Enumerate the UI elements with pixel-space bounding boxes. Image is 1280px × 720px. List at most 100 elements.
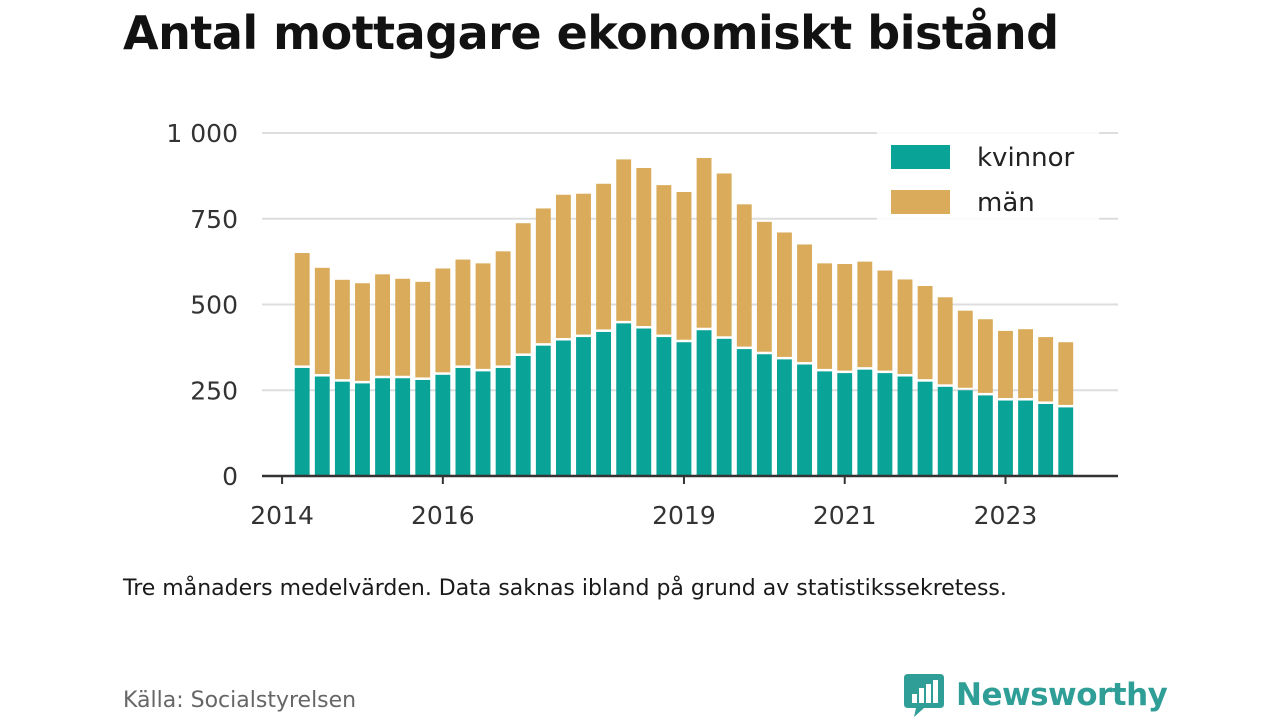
bar-man xyxy=(877,270,893,371)
newsworthy-logo: Newsworthy xyxy=(902,672,1168,718)
bar-kvinnor xyxy=(1058,407,1074,476)
bar-kvinnor xyxy=(777,359,792,476)
bar-man xyxy=(1058,342,1074,405)
y-tick-label: 1 000 xyxy=(166,119,238,148)
bar-man xyxy=(1038,337,1054,402)
bar-man xyxy=(937,297,953,385)
bar-man xyxy=(736,204,752,347)
legend-label: kvinnor xyxy=(977,143,1075,173)
bar-man xyxy=(314,267,330,375)
newsworthy-logo-icon xyxy=(904,674,944,717)
bar-kvinnor xyxy=(676,342,692,476)
y-tick-label: 500 xyxy=(190,291,238,320)
legend-swatch xyxy=(891,145,950,169)
x-tick-label: 2016 xyxy=(411,501,475,530)
bar-kvinnor xyxy=(415,379,431,476)
bar-man xyxy=(475,263,491,369)
bar-man xyxy=(495,251,511,366)
y-tick-label: 750 xyxy=(190,205,238,234)
bar-kvinnor xyxy=(435,374,451,476)
bar-man xyxy=(857,261,873,368)
bar-man xyxy=(676,191,692,340)
bar-kvinnor xyxy=(756,354,772,476)
bar-kvinnor xyxy=(314,376,330,476)
bar-man xyxy=(777,232,792,357)
bar-kvinnor xyxy=(616,323,632,476)
bar-kvinnor xyxy=(857,369,873,476)
x-tick-label: 2014 xyxy=(250,501,314,530)
bar-man xyxy=(616,159,632,321)
bar-kvinnor xyxy=(877,373,893,476)
legend-label: män xyxy=(977,188,1035,218)
bar-kvinnor xyxy=(535,345,551,476)
bar-kvinnor xyxy=(294,367,310,476)
bar-man xyxy=(355,283,370,381)
bar-kvinnor xyxy=(334,381,350,476)
y-tick-label: 0 xyxy=(222,462,238,491)
bar-kvinnor xyxy=(917,381,933,476)
bar-kvinnor xyxy=(375,378,390,476)
bar-man xyxy=(375,274,390,376)
bar-man xyxy=(837,264,853,371)
legend: kvinnor män xyxy=(877,130,1099,220)
bar-man xyxy=(515,223,531,354)
bar-man xyxy=(435,268,451,373)
bar-man xyxy=(716,173,732,337)
bar-man xyxy=(977,319,993,393)
bar-kvinnor xyxy=(1038,403,1054,476)
bar-man xyxy=(917,285,933,380)
x-tick-label: 2019 xyxy=(652,501,716,530)
bar-man xyxy=(555,194,571,339)
bar-man xyxy=(1018,329,1034,399)
bars xyxy=(294,158,1074,476)
bar-kvinnor xyxy=(355,383,370,476)
bar-man xyxy=(957,310,973,388)
bar-man xyxy=(636,167,652,327)
bar-kvinnor xyxy=(696,330,712,476)
bar-man xyxy=(535,208,551,344)
chart-title: Antal mottagare ekonomiskt bistånd xyxy=(123,6,1059,60)
chart-note: Tre månaders medelvärden. Data saknas ib… xyxy=(123,576,1007,601)
x-tick-label: 2021 xyxy=(813,501,877,530)
bar-man xyxy=(334,279,350,380)
legend-swatch xyxy=(891,190,950,214)
bar-kvinnor xyxy=(495,367,511,476)
bar-kvinnor xyxy=(797,364,812,476)
bar-kvinnor xyxy=(957,390,973,476)
bar-kvinnor xyxy=(1018,400,1034,476)
bar-man xyxy=(294,253,310,366)
bar-man xyxy=(656,185,672,335)
x-tick-label: 2023 xyxy=(974,501,1038,530)
bar-man xyxy=(596,183,612,330)
x-axis: 2014 2016 2019 2021 2023 xyxy=(250,474,1118,530)
bar-kvinnor xyxy=(656,337,672,476)
bar-man xyxy=(998,330,1013,399)
bar-man xyxy=(897,279,913,375)
bar-kvinnor xyxy=(716,338,732,476)
y-axis-ticks: 0 250 500 750 1 000 xyxy=(166,119,238,491)
bar-kvinnor xyxy=(636,328,652,476)
bar-kvinnor xyxy=(817,371,833,476)
bar-kvinnor xyxy=(475,371,491,476)
bar-kvinnor xyxy=(897,376,913,476)
brand-name: Newsworthy xyxy=(956,677,1168,713)
source-credit: Källa: Socialstyrelsen xyxy=(123,688,357,713)
bar-man xyxy=(696,158,712,328)
bar-kvinnor xyxy=(555,340,571,476)
bar-kvinnor xyxy=(736,349,752,476)
bar-man xyxy=(455,259,471,366)
bar-man xyxy=(817,263,833,369)
bar-man xyxy=(797,244,812,363)
y-tick-label: 250 xyxy=(190,376,238,405)
bar-kvinnor xyxy=(937,386,953,476)
bar-kvinnor xyxy=(998,400,1013,476)
bar-kvinnor xyxy=(837,373,853,476)
bar-man xyxy=(395,278,411,376)
bar-man xyxy=(415,281,431,378)
bar-kvinnor xyxy=(596,331,612,476)
bar-man xyxy=(756,221,772,352)
bar-kvinnor xyxy=(576,337,591,476)
stacked-bar-chart: 0 250 500 750 1 000 2014 2016 2019 2021 2023 kvi… xyxy=(166,119,1118,530)
bar-kvinnor xyxy=(395,378,411,476)
bar-kvinnor xyxy=(455,367,471,476)
